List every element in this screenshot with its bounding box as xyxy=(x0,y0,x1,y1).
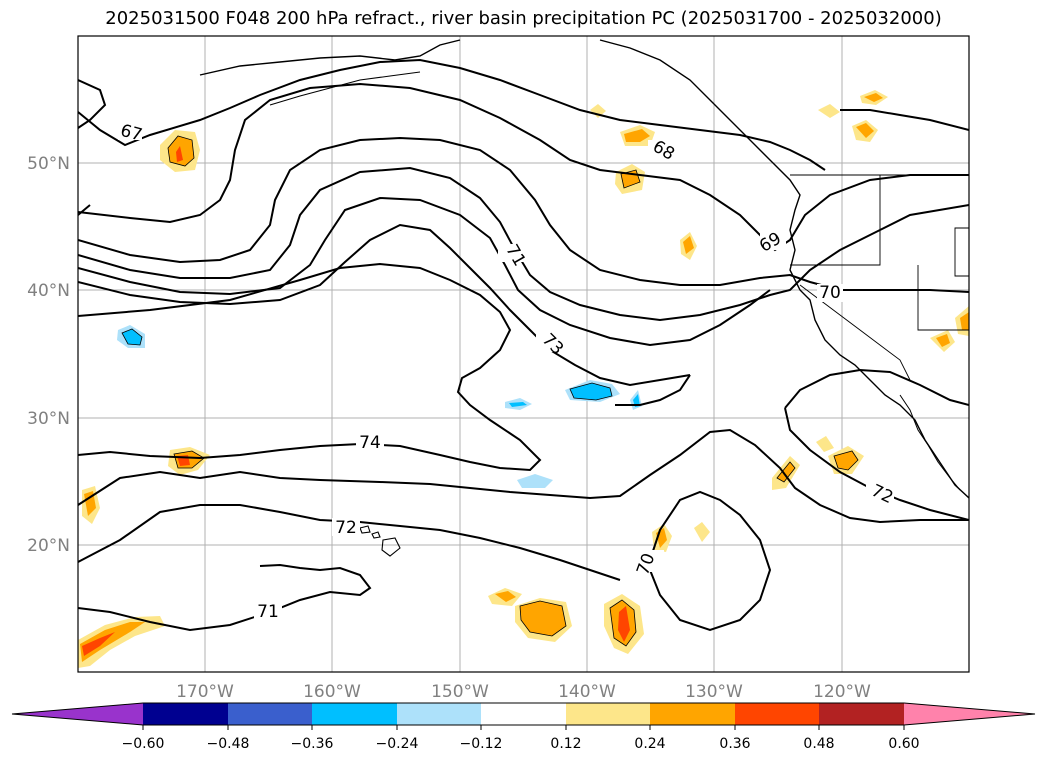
north-america-west-coast xyxy=(599,39,969,499)
colorbar-swatch xyxy=(397,703,481,725)
state-border xyxy=(917,265,969,331)
contour-72 xyxy=(78,196,771,347)
colorbar-swatch xyxy=(312,703,397,725)
precip-blob xyxy=(82,632,115,656)
contour-label-71-south: 71 xyxy=(257,602,279,622)
precip-blob xyxy=(960,312,969,330)
contour-70 xyxy=(78,136,969,293)
colorbar-extend-high xyxy=(904,703,1035,725)
colorbar-tick: −0.12 xyxy=(460,736,503,752)
lon-label-160w: 160°W xyxy=(303,682,361,702)
contour-74 xyxy=(78,262,542,472)
refractivity-contours xyxy=(78,58,969,632)
map-title: 2025031500 F048 200 hPa refract., river … xyxy=(105,8,942,29)
contour-69 xyxy=(78,82,969,252)
lat-label-50n: 50°N xyxy=(27,154,70,174)
latitude-labels: 50°N 40°N 30°N 20°N xyxy=(27,154,70,556)
baja-california xyxy=(899,394,961,491)
colorbar-swatch xyxy=(735,703,819,725)
precip-blob xyxy=(570,383,612,400)
precip-blob xyxy=(84,491,96,516)
gridlines xyxy=(78,36,969,672)
precip-blob xyxy=(834,451,858,470)
contour-73 xyxy=(78,223,691,387)
longitude-labels: 170°W 160°W 150°W 140°W 130°W 120°W xyxy=(176,682,871,702)
state-border xyxy=(799,284,911,381)
colorbar-tick: 0.60 xyxy=(888,736,919,752)
lat-label-30n: 30°N xyxy=(27,409,70,429)
hawaii-island xyxy=(359,525,371,534)
colorbar-tick: −0.60 xyxy=(122,736,165,752)
precip-blob xyxy=(520,601,566,636)
colorbar-tick: −0.36 xyxy=(291,736,334,752)
contour-label-72: 72 xyxy=(335,518,357,538)
precip-anomaly-fills xyxy=(78,90,969,668)
precip-blob xyxy=(624,129,650,142)
precip-outlines xyxy=(121,135,859,647)
lon-label-170w: 170°W xyxy=(176,682,234,702)
contour-71 xyxy=(78,166,969,322)
precip-blob xyxy=(78,616,165,668)
colorbar-extend-low xyxy=(12,703,143,725)
aleutian-chain xyxy=(269,71,421,106)
colorbar-tick: 0.48 xyxy=(803,736,834,752)
map-background xyxy=(78,36,969,672)
alaska-coast xyxy=(199,39,461,76)
hawaii-island xyxy=(381,537,401,557)
contour-68 xyxy=(78,58,826,171)
contour-73-east xyxy=(784,368,969,409)
contour-label-74: 74 xyxy=(359,433,381,453)
contour-71-inner xyxy=(78,563,372,632)
precip-blob xyxy=(694,522,710,542)
state-border xyxy=(954,227,969,277)
colorbar-tick: −0.48 xyxy=(207,736,250,752)
precip-blob xyxy=(633,394,640,407)
precip-blob xyxy=(816,436,834,452)
lon-label-130w: 130°W xyxy=(685,682,743,702)
contour-72-east xyxy=(784,407,969,521)
coastlines xyxy=(199,39,969,557)
colorbar-swatch xyxy=(819,703,904,725)
precip-blob xyxy=(509,402,527,407)
precip-blob xyxy=(683,236,694,254)
colorbar-swatch xyxy=(143,703,228,725)
colorbar-swatch xyxy=(566,703,650,725)
colorbar-swatch xyxy=(650,703,735,725)
colorbar-tick: 0.12 xyxy=(550,736,581,752)
map-area: 67 68 69 70 71 73 74 72 72 70 xyxy=(77,35,970,673)
lat-label-40n: 40°N xyxy=(27,281,70,301)
precip-blob xyxy=(176,146,183,162)
contour-68-east xyxy=(840,109,969,131)
map-frame xyxy=(77,35,970,673)
precip-blob xyxy=(856,123,874,138)
precip-blob xyxy=(777,462,795,482)
hawaii-island xyxy=(371,531,381,539)
lon-label-150w: 150°W xyxy=(431,682,489,702)
precip-blob xyxy=(80,622,145,662)
colorbar-tick: −0.24 xyxy=(376,736,419,752)
lat-label-20n: 20°N xyxy=(27,536,70,556)
colorbar-tick: 0.36 xyxy=(719,736,750,752)
precip-blob xyxy=(517,474,553,488)
precip-blob xyxy=(618,606,630,642)
lon-label-120w: 120°W xyxy=(813,682,871,702)
colorbar-swatch xyxy=(228,703,312,725)
precip-blob xyxy=(864,93,883,102)
colorbar-swatch xyxy=(481,703,566,725)
precip-blob xyxy=(818,104,840,118)
contour-stub xyxy=(78,204,91,216)
contour-73-tail xyxy=(615,374,691,406)
precip-blob xyxy=(936,334,950,347)
lon-label-140w: 140°W xyxy=(558,682,616,702)
state-border xyxy=(790,175,881,266)
contour-label-70: 70 xyxy=(819,283,841,303)
colorbar: −0.60 −0.48 −0.36 −0.24 −0.12 0.12 0.24 … xyxy=(11,702,1036,752)
contour-70-loop xyxy=(649,490,772,632)
precip-blob xyxy=(495,591,516,602)
colorbar-tick: 0.24 xyxy=(634,736,665,752)
contour-67 xyxy=(78,79,107,129)
contour-72-south xyxy=(78,428,969,524)
